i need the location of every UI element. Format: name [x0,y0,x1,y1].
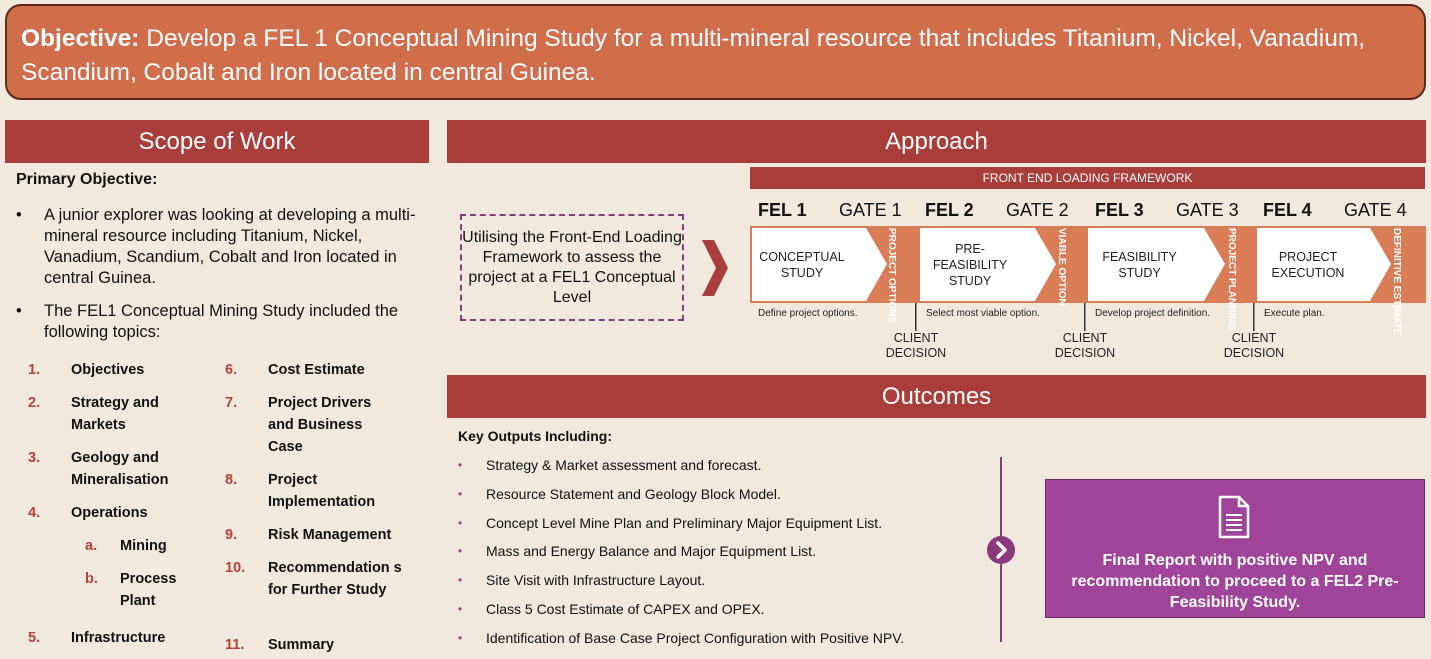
stage-description: Define project options. [758,308,858,319]
stage-shape-2 [920,228,1056,301]
circle-chevron-right-icon [987,536,1015,564]
topic-label: Strategy and Markets [71,395,159,433]
gate-label: GATE 4 [1344,200,1407,220]
outcome-text: Concept Level Mine Plan and Preliminary … [486,515,883,531]
topic-number: b. [85,571,98,587]
decision-connector [1253,303,1255,331]
client-decision-label: CLIENT DECISION [1223,331,1285,360]
objective-banner: Objective: Develop a FEL 1 Conceptual Mi… [5,4,1426,100]
bullet-text: A junior explorer was looking at develop… [44,206,416,287]
objective-label: Objective: [21,25,140,52]
stage-description: Develop project definition. [1095,308,1211,319]
gate-vertical-text: DEFINITIVE ESTIMATE [1391,228,1402,336]
outcome-text: Class 5 Cost Estimate of CAPEX and OPEX. [486,601,765,617]
gate-vertical-text: PROJECT PLANNING [1226,228,1237,331]
topic-label: Project Drivers and Business Case [268,395,372,455]
topic-number: 10. [225,560,246,576]
bullet-dot: • [16,302,22,320]
fel-label: FEL 1 [758,200,807,220]
gate-vertical-text: PROJECT OPTIONS [886,228,897,324]
gate-label: GATE 3 [1176,200,1239,220]
topic-label: Recommendation s for Further Study [268,560,402,598]
stage-name: CONCEPTUAL STUDY [759,250,845,280]
bullet-dot: • [458,458,463,472]
key-outputs-title: Key Outputs Including: [458,428,612,444]
topic-number: 1. [28,362,41,378]
fel-stages-diagram [750,226,1426,303]
topic-number: 8. [225,472,238,488]
fel-label: FEL 3 [1095,200,1144,220]
stage-description: Select most viable option. [926,308,1040,319]
topic-label: Infrastructure [71,630,166,646]
objective-text: Develop a FEL 1 Conceptual Mining Study … [21,25,1366,86]
bullet-dot: • [16,206,22,224]
client-decision-label: CLIENT DECISION [885,331,947,360]
topic-label: Risk Management [268,527,392,543]
decision-connector [915,303,917,331]
outcome-text: Mass and Energy Balance and Major Equipm… [486,543,816,559]
topic-label: Geology and Mineralisation [71,450,169,488]
primary-objective-title: Primary Objective: [16,171,158,188]
client-decision-label: CLIENT DECISION [1054,331,1116,360]
topic-number: 5. [28,630,41,646]
stage-name: PROJECT EXECUTION [1271,250,1345,280]
outcome-text: Resource Statement and Geology Block Mod… [486,486,781,502]
bullet-dot: • [458,544,463,558]
topic-number: 9. [225,527,238,543]
bullet-text: The FEL1 Conceptual Mining Study include… [44,302,399,341]
final-report-text: Final Report with positive NPV and recom… [1071,552,1399,611]
bullet-dot: • [458,516,463,530]
bullet-dot: • [458,573,463,587]
stage-shape-3 [1088,228,1225,301]
topic-number: 11. [225,637,245,653]
gate-label: GATE 2 [1006,200,1069,220]
chevron-right-icon [702,240,728,296]
stage-name: FEASIBILITY STUDY [1102,250,1177,280]
topic-number: 7. [225,395,238,411]
topic-label: Project Implementation [268,472,376,510]
outcome-text: Identification of Base Case Project Conf… [486,630,905,646]
scope-heading: Scope of Work [5,120,429,163]
gate-vertical-text: VIABLE OPTION [1056,228,1067,306]
stage-description: Execute plan. [1264,308,1325,319]
approach-note-box: Utilising the Front-End Loading Framewor… [460,214,684,321]
gate-label: GATE 1 [839,200,902,220]
framework-title-bar: FRONT END LOADING FRAMEWORK [750,167,1425,189]
stage-name: PRE-FEASIBILITY STUDY [932,242,1008,288]
topic-label: Process Plant [120,571,177,609]
fel-label: FEL 2 [925,200,974,220]
outcome-text: Strategy & Market assessment and forecas… [486,457,762,473]
outcomes-heading: Outcomes [447,375,1426,418]
topic-label: Mining [120,538,167,554]
bullet-dot: • [458,631,463,645]
topic-label: Cost Estimate [268,362,365,378]
approach-heading: Approach [447,120,1426,163]
decision-connector [1084,303,1086,331]
topic-label: Objectives [71,362,145,378]
topic-label: Summary [268,637,335,653]
fel-label: FEL 4 [1263,200,1312,220]
bullet-dot: • [458,602,463,616]
topic-label: Operations [71,505,148,521]
final-report-box: Final Report with positive NPV and recom… [1045,479,1425,618]
stage-shape-1 [752,228,887,301]
topic-number: a. [85,538,98,554]
topic-number: 3. [28,450,41,466]
topic-number: 4. [28,505,41,521]
bullet-dot: • [458,487,463,501]
stage-shape-4 [1257,228,1391,301]
outcome-text: Site Visit with Infrastructure Layout. [486,572,706,588]
topic-number: 6. [225,362,238,378]
document-icon [1218,495,1250,539]
topic-number: 2. [28,395,41,411]
